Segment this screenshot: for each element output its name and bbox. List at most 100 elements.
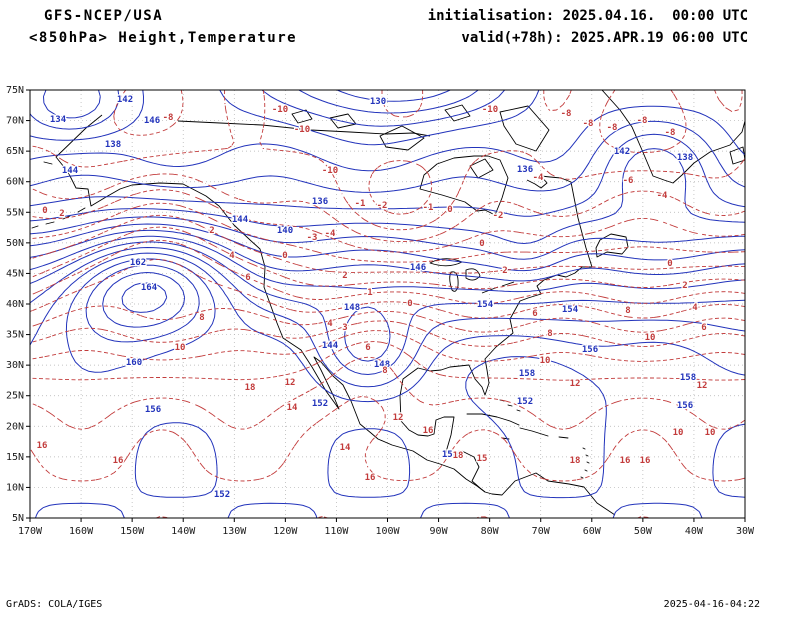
- temp-contour-label: 0: [407, 299, 412, 309]
- caribbean-islands-path: [466, 399, 590, 479]
- temp-contour-label: 4: [229, 251, 235, 261]
- height-contours: [30, 90, 745, 518]
- lon-tick-label: 30W: [736, 526, 755, 537]
- model-title: GFS-NCEP/USA: [44, 8, 164, 24]
- lat-tick-label: 60N: [6, 177, 24, 188]
- gulf-eastcoast-path: [399, 266, 592, 422]
- height-contour-label: 156: [677, 401, 693, 411]
- contour-layer: [30, 90, 745, 518]
- lon-tick-label: 140W: [171, 526, 196, 537]
- lat-tick-label: 25N: [6, 391, 24, 402]
- lat-tick-label: 15N: [6, 452, 24, 463]
- temp-contour-label: 12: [570, 379, 581, 389]
- coastline-group: [31, 90, 745, 516]
- temp-contour-label: 16: [365, 473, 376, 483]
- temp-contour-label: 16: [113, 456, 124, 466]
- height-contour-label: 138: [677, 153, 693, 163]
- height-contour-label: 150: [442, 450, 458, 460]
- temp-contour-label: 18: [245, 383, 256, 393]
- temp-contour-label: -3: [307, 233, 318, 243]
- temp-contour-label: 0: [667, 259, 672, 269]
- height-contour-label: 158: [680, 373, 696, 383]
- axes-layer: 170W 160W 150W 140W 130W 120W 110W 100W 90W 80W 70…: [6, 85, 755, 537]
- lon-tick-label: 80W: [481, 526, 500, 537]
- temp-contour-label: 16: [37, 441, 48, 451]
- temp-contour-label: 0: [479, 239, 484, 249]
- temp-contour-label: 6: [365, 343, 370, 353]
- temp-contour-label: 2: [502, 266, 507, 276]
- lon-tick-label: 120W: [273, 526, 298, 537]
- plot-frame: [29, 89, 746, 519]
- lat-tick-label: 65N: [6, 146, 24, 157]
- height-contour-label: 154: [562, 305, 579, 315]
- height-contour-label: 158: [519, 369, 535, 379]
- temp-contour-label: 0: [42, 206, 47, 216]
- lat-tick-label: 35N: [6, 330, 24, 341]
- temp-contour-label: 18: [453, 451, 464, 461]
- lat-tick-label: 70N: [6, 116, 24, 127]
- temp-contour-label: -8: [665, 128, 676, 138]
- lat-tick-label: 10N: [6, 482, 24, 493]
- temp-contour-label: -2: [493, 211, 504, 221]
- temp-contour-label: 2: [342, 271, 347, 281]
- geography-layer: 1421461381441341621641601561521521481481…: [30, 90, 745, 518]
- temp-contour-label: 2: [209, 226, 214, 236]
- labrador-path: [526, 175, 593, 268]
- lon-tick-label: 40W: [685, 526, 704, 537]
- temp-contour-label: -6: [623, 176, 634, 186]
- temp-contour-label: 0: [447, 205, 452, 215]
- grads-credit: GrADS: COLA/IGES: [6, 599, 103, 610]
- hudson-bay-path: [419, 155, 509, 216]
- temp-contour-label: 6: [245, 273, 250, 283]
- lat-tick-label: 40N: [6, 299, 24, 310]
- lat-tick-label: 30N: [6, 360, 24, 371]
- temp-contour-label: -8: [163, 113, 174, 123]
- height-contour-label: 152: [517, 397, 533, 407]
- temp-contour-label: 10: [540, 356, 551, 366]
- temp-contour-label: 2: [682, 281, 687, 291]
- height-contour-label: 130: [370, 97, 386, 107]
- height-contour-label: 152: [312, 399, 328, 409]
- temp-contour-label: -1: [355, 199, 366, 209]
- temp-contour-label: -8: [607, 123, 618, 133]
- temp-contour-label: 8: [382, 366, 387, 376]
- lon-tick-label: 50W: [634, 526, 653, 537]
- temp-contour-label: 18: [570, 456, 581, 466]
- temp-contour-label: 12: [285, 378, 296, 388]
- lat-tick-label: 50N: [6, 238, 24, 249]
- height-contour-label: 144: [62, 166, 79, 176]
- height-contour-label: 146: [144, 116, 160, 126]
- temp-contour-label: -4: [533, 173, 544, 183]
- lon-tick-label: 60W: [583, 526, 602, 537]
- height-contour-label: 136: [312, 197, 328, 207]
- initialisation-time: initialisation: 2025.04.16. 00:00 UTC: [427, 8, 748, 24]
- height-contour-label: 146: [410, 263, 426, 273]
- height-contour-label: 164: [141, 283, 158, 293]
- lat-tick-label: 5N: [12, 513, 24, 524]
- temp-contour-label: 4: [327, 319, 333, 329]
- temp-contour-label: 0: [282, 251, 287, 261]
- temp-contour-label: -2: [377, 201, 388, 211]
- temp-contour-label: 4: [692, 303, 698, 313]
- temp-contour-label: -8: [583, 119, 594, 129]
- weather-map-canvas: 170W 160W 150W 140W 130W 120W 110W 100W 90W 80W 70…: [6, 85, 755, 537]
- height-contour-label: 136: [517, 165, 533, 175]
- temp-contours: [30, 90, 745, 518]
- height-contour-label: 134: [50, 115, 67, 125]
- temp-contour-label: 1: [367, 288, 372, 298]
- temp-contour-label: 12: [697, 381, 708, 391]
- temp-contour-label: -1: [423, 203, 434, 213]
- lon-tick-label: 100W: [375, 526, 400, 537]
- height-contour-label: 140: [277, 226, 293, 236]
- yucatan-centralamerica-path: [400, 416, 486, 493]
- lon-tick-label: 130W: [222, 526, 247, 537]
- temp-contour-label: 10: [175, 343, 186, 353]
- creation-timestamp: 2025-04-16-04:22: [663, 599, 760, 610]
- temp-contour-label: 12: [393, 413, 404, 423]
- temp-contour-label: 14: [287, 403, 298, 413]
- temp-contour-label: -10: [322, 166, 338, 176]
- lat-tick-label: 20N: [6, 421, 24, 432]
- temp-contour-label: -4: [325, 229, 336, 239]
- height-contour-label: 160: [126, 358, 142, 368]
- greenland-path: [601, 90, 745, 184]
